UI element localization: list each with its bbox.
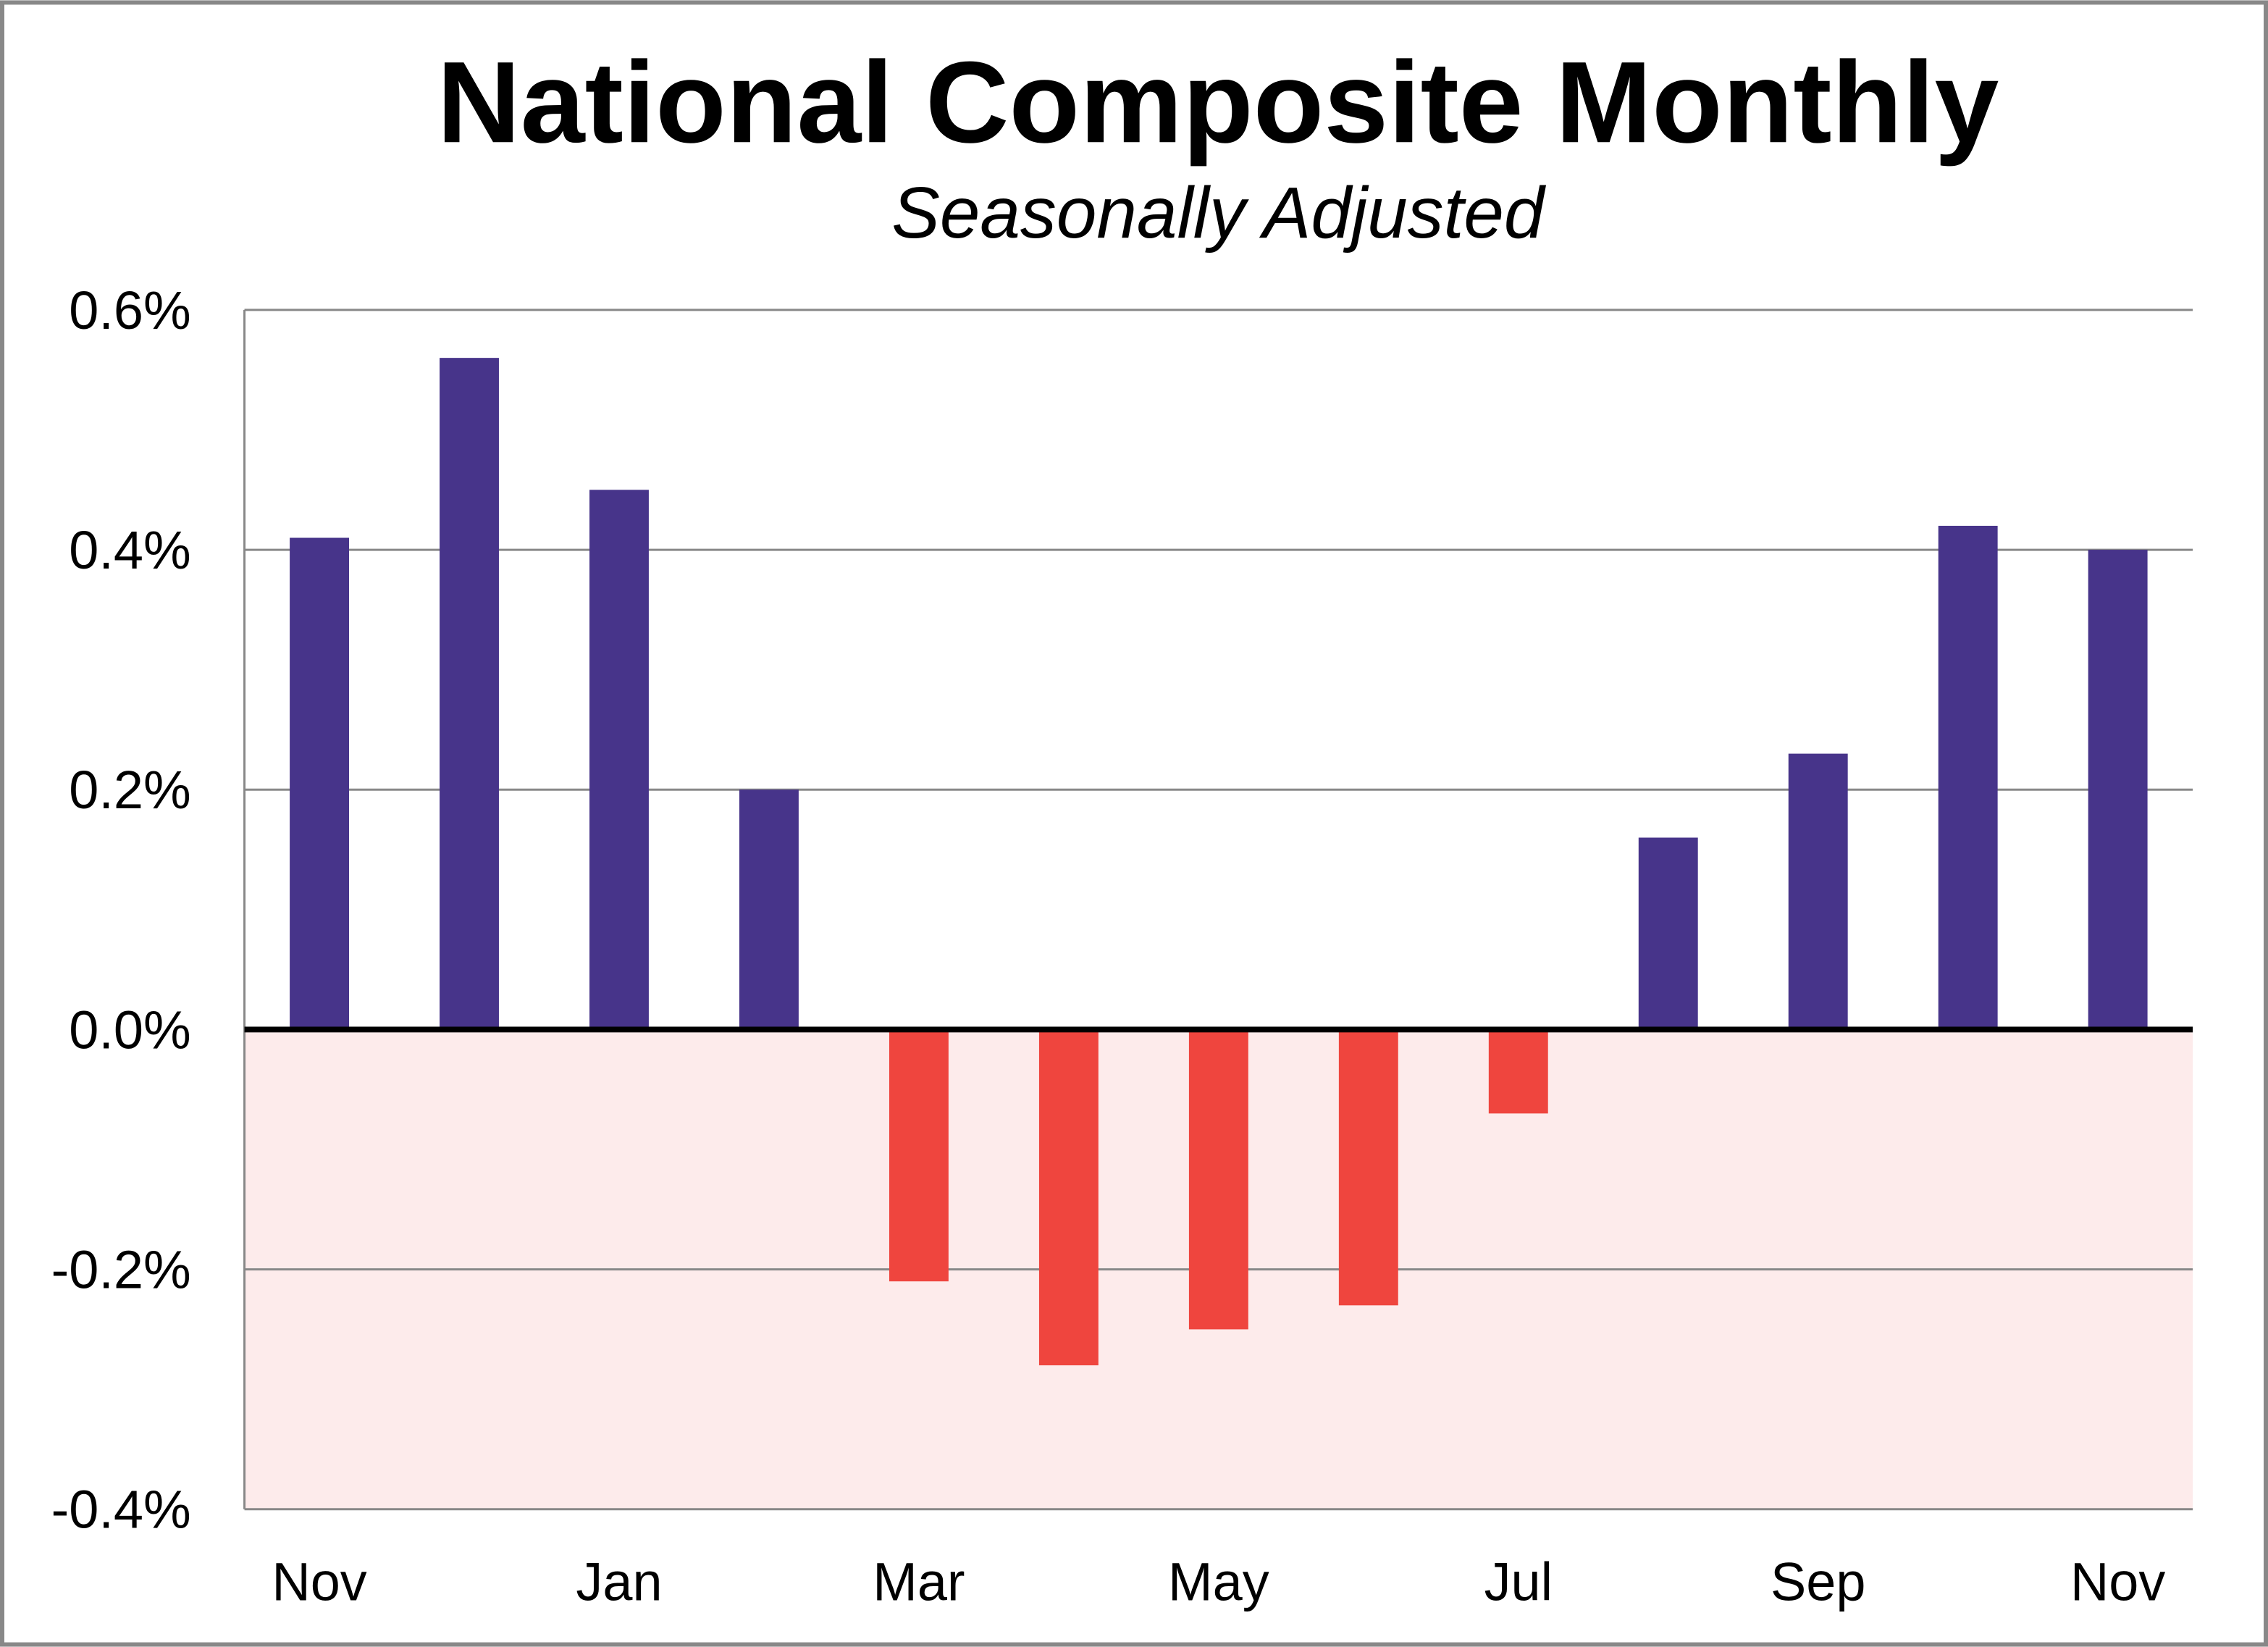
x-tick-label: May	[1168, 1552, 1269, 1612]
y-tick-label: -0.2%	[51, 1240, 191, 1300]
x-tick-label: Mar	[873, 1552, 965, 1612]
chart-subtitle: Seasonally Adjusted	[891, 173, 1547, 253]
plot-area: 0.6% 0.4% 0.2% 0.0% -0.2% -0.4% Nov Jan Mar May Ju…	[51, 280, 2193, 1612]
bar	[889, 1029, 949, 1282]
bar	[1038, 1029, 1099, 1366]
bar	[1188, 1029, 1248, 1330]
bar	[1488, 1029, 1548, 1114]
y-tick-label: 0.2%	[69, 760, 190, 820]
x-tick-label: Jan	[576, 1552, 662, 1612]
bar	[440, 358, 499, 1030]
y-tick-label: 0.6%	[69, 280, 190, 340]
bar	[1938, 525, 1998, 1030]
y-tick-label: -0.4%	[51, 1480, 191, 1540]
chart-title: National Composite Monthly	[437, 37, 1999, 167]
bar	[2088, 550, 2148, 1030]
bar	[1638, 837, 1698, 1030]
bar	[589, 490, 649, 1030]
y-tick-label: 0.0%	[69, 999, 190, 1060]
x-tick-label: Sep	[1771, 1552, 1865, 1612]
x-tick-label: Jul	[1484, 1552, 1553, 1612]
bar	[290, 537, 349, 1030]
y-tick-label: 0.4%	[69, 520, 190, 580]
bar	[1338, 1029, 1398, 1306]
x-tick-label: Nov	[2070, 1552, 2165, 1612]
x-tick-label: Nov	[272, 1552, 366, 1612]
bar	[739, 789, 799, 1030]
bar	[1788, 753, 1848, 1030]
